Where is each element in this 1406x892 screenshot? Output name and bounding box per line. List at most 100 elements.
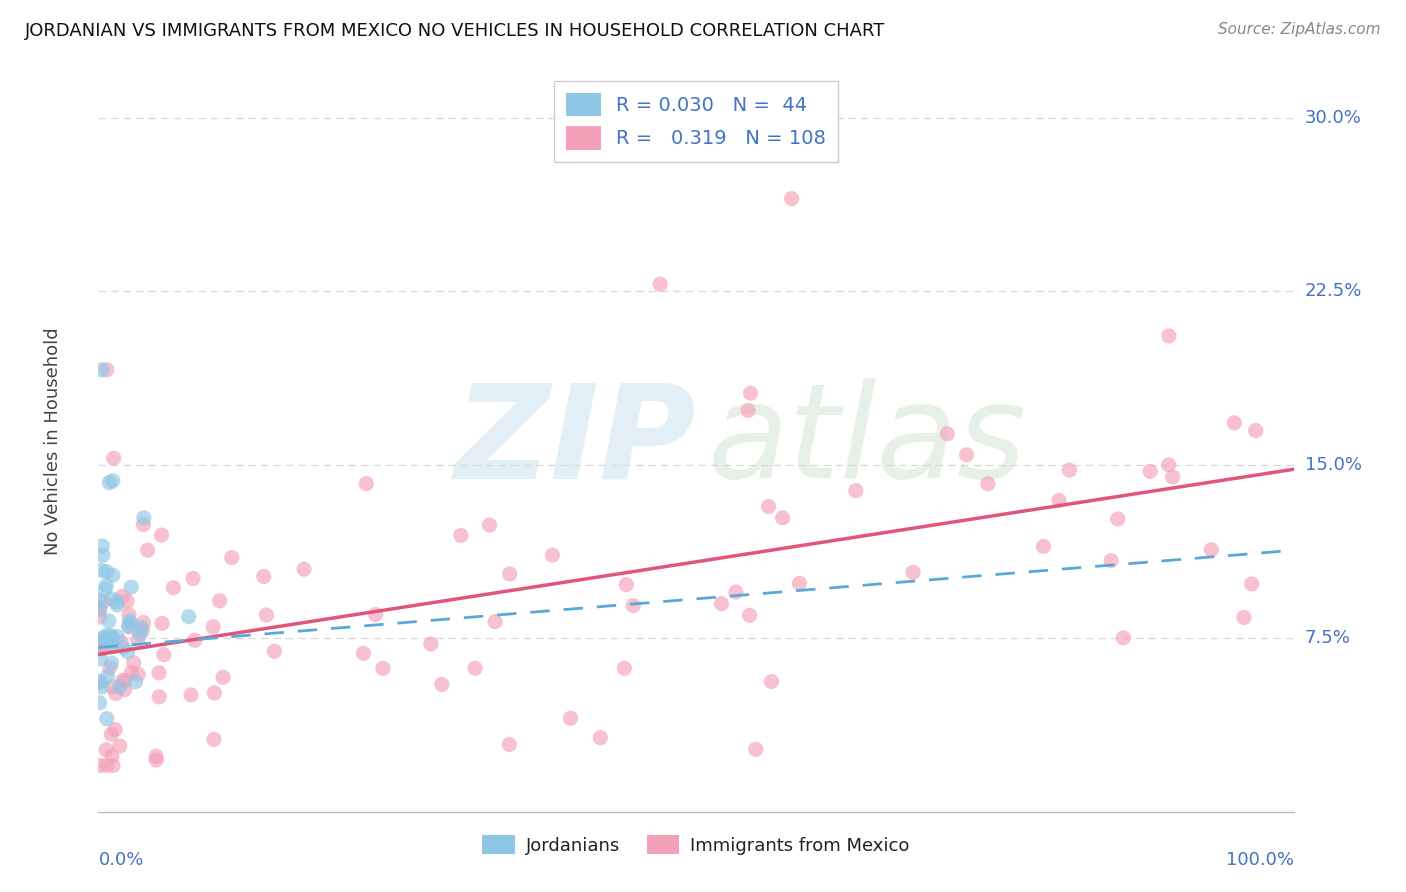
Point [101, 568, 124, 582]
Point [89, 602, 111, 616]
Text: 0.0%: 0.0% [98, 851, 143, 869]
Point [254, 607, 277, 622]
Point [91, 363, 114, 377]
Point [101, 631, 124, 645]
Point [498, 738, 520, 752]
Point [91, 631, 114, 645]
Point [745, 742, 768, 756]
Point [120, 580, 142, 594]
Point [105, 595, 128, 609]
Point [1244, 424, 1267, 438]
Point [89, 652, 111, 666]
Point [94, 743, 117, 757]
Point [212, 670, 235, 684]
Point [131, 621, 153, 635]
Point [789, 576, 811, 591]
Point [253, 569, 276, 583]
Point [90, 640, 112, 655]
Point [1107, 512, 1129, 526]
Point [118, 614, 141, 628]
Point [94, 582, 117, 597]
Point [136, 543, 159, 558]
Point [450, 528, 472, 542]
Point [108, 739, 131, 753]
Point [100, 656, 122, 670]
Point [430, 677, 453, 691]
Point [121, 616, 143, 631]
Point [181, 572, 204, 586]
Point [89, 601, 111, 615]
Point [614, 577, 637, 591]
Point [101, 474, 124, 488]
Point [105, 598, 128, 612]
Point [292, 562, 315, 576]
Point [738, 608, 761, 623]
Point [114, 682, 136, 697]
Point [89, 696, 111, 710]
Point [127, 632, 149, 647]
Point [740, 386, 762, 401]
Point [541, 548, 564, 562]
Text: JORDANIAN VS IMMIGRANTS FROM MEXICO NO VEHICLES IN HOUSEHOLD CORRELATION CHART: JORDANIAN VS IMMIGRANTS FROM MEXICO NO V… [25, 22, 886, 40]
Point [148, 665, 170, 680]
Point [1223, 416, 1246, 430]
Point [98, 628, 121, 642]
Point [478, 518, 501, 533]
Point [104, 687, 127, 701]
Point [1099, 553, 1122, 567]
Point [100, 632, 122, 646]
Point [150, 616, 173, 631]
Point [118, 620, 141, 634]
Point [263, 644, 285, 658]
Point [93, 594, 115, 608]
Point [180, 688, 202, 702]
Point [936, 426, 959, 441]
Point [1047, 493, 1070, 508]
Text: atlas: atlas [709, 378, 1026, 505]
Point [150, 528, 173, 542]
Point [89, 594, 111, 608]
Legend: Jordanians, Immigrants from Mexico: Jordanians, Immigrants from Mexico [475, 828, 917, 862]
Point [132, 511, 155, 525]
Point [118, 607, 141, 622]
Point [208, 594, 231, 608]
Point [845, 483, 868, 498]
Point [114, 673, 136, 688]
Point [90, 637, 112, 651]
Point [117, 645, 139, 659]
Point [101, 680, 124, 694]
Point [112, 640, 135, 655]
Point [710, 597, 733, 611]
Text: 22.5%: 22.5% [1305, 282, 1362, 300]
Point [772, 511, 794, 525]
Point [202, 620, 225, 634]
Point [120, 665, 142, 680]
Point [104, 723, 127, 737]
Point [371, 661, 394, 675]
Point [761, 674, 783, 689]
Text: 100.0%: 100.0% [1226, 851, 1294, 869]
Point [111, 673, 134, 688]
Point [111, 590, 134, 604]
Point [101, 637, 124, 651]
Point [100, 727, 122, 741]
Point [148, 690, 170, 704]
Point [464, 661, 486, 675]
Point [91, 680, 114, 694]
Point [977, 476, 1000, 491]
Text: 30.0%: 30.0% [1305, 109, 1361, 127]
Point [202, 732, 225, 747]
Point [101, 758, 124, 772]
Point [1233, 610, 1256, 624]
Point [101, 592, 124, 607]
Point [98, 661, 121, 675]
Point [1139, 464, 1161, 478]
Point [153, 648, 176, 662]
Point [131, 624, 153, 638]
Point [177, 609, 200, 624]
Point [758, 500, 780, 514]
Point [780, 192, 803, 206]
Point [648, 277, 672, 292]
Point [101, 640, 124, 654]
Point [89, 674, 111, 689]
